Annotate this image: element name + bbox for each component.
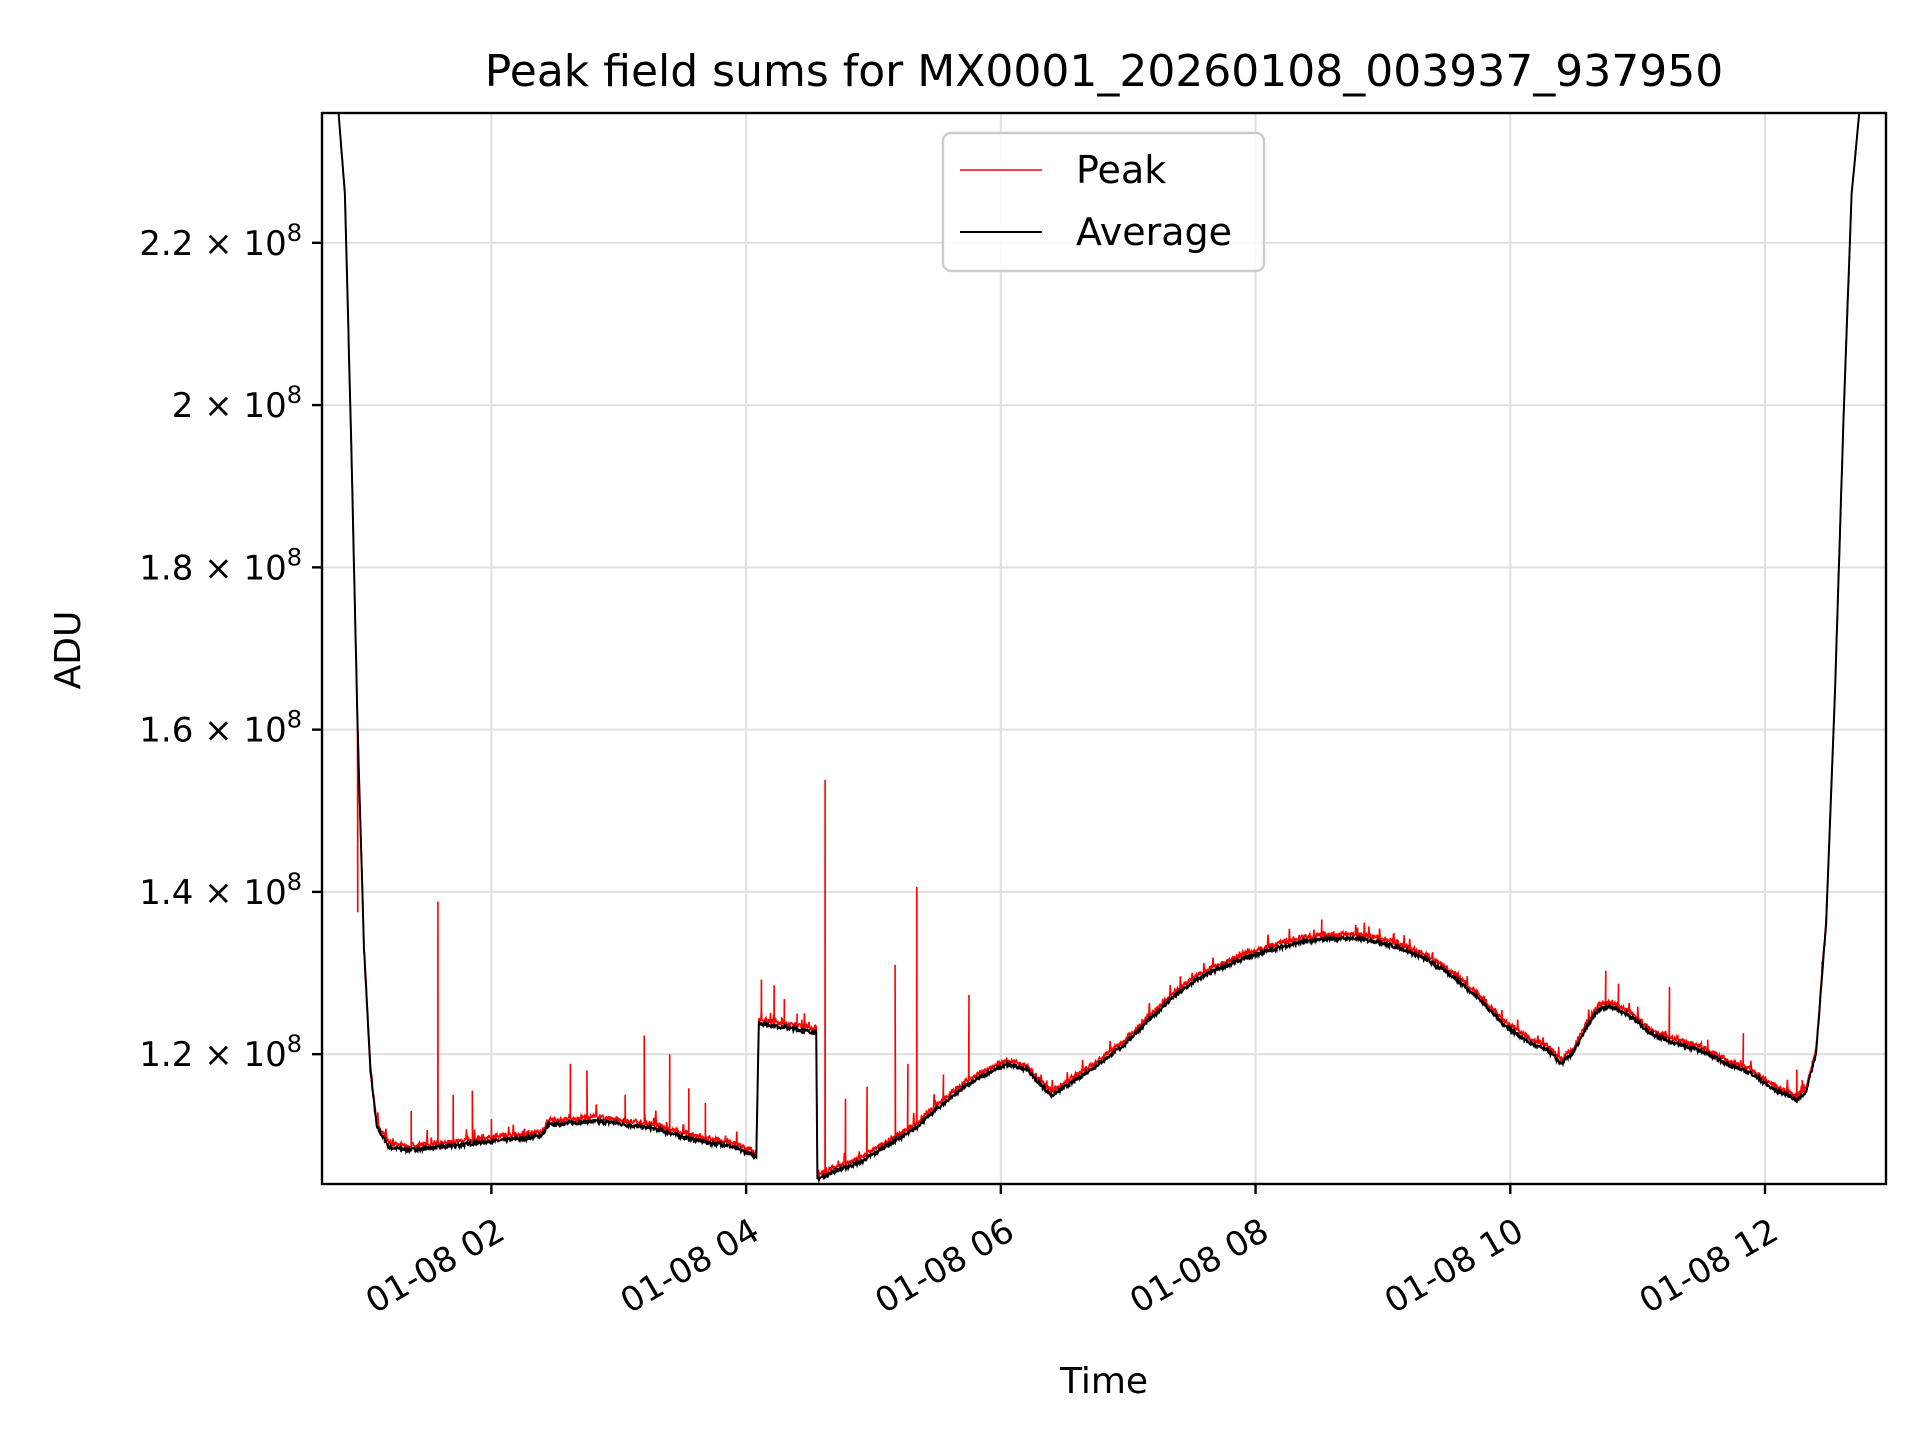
legend: Peak Average (941, 131, 1266, 273)
series-line-average (337, 113, 1861, 1184)
y-tick-label: 2 × 108 (172, 381, 302, 426)
y-axis: 1.2 × 108 1.4 × 108 1.6 × 108 1.8 × 108 2 × … (139, 219, 322, 1075)
y-tick-label: 1.8 × 108 (139, 543, 302, 588)
legend-peak-label: Peak (1076, 148, 1166, 192)
chart-title: Peak field sums for MX0001_20260108_0039… (485, 46, 1723, 97)
y-axis-label: ADU (48, 611, 89, 690)
y-tick-label: 1.2 × 108 (139, 1030, 302, 1075)
grid-layer (322, 113, 1886, 1184)
x-axis-label: Time (1059, 1361, 1148, 1402)
legend-box (941, 131, 1266, 273)
y-tick-label: 2.2 × 108 (139, 219, 302, 264)
plot-frame (320, 111, 1888, 1186)
plot-area (337, 113, 1861, 1184)
y-tick-label: 1.6 × 108 (139, 706, 302, 751)
legend-average-label: Average (1076, 210, 1232, 254)
y-tick-label: 1.4 × 108 (139, 868, 302, 913)
